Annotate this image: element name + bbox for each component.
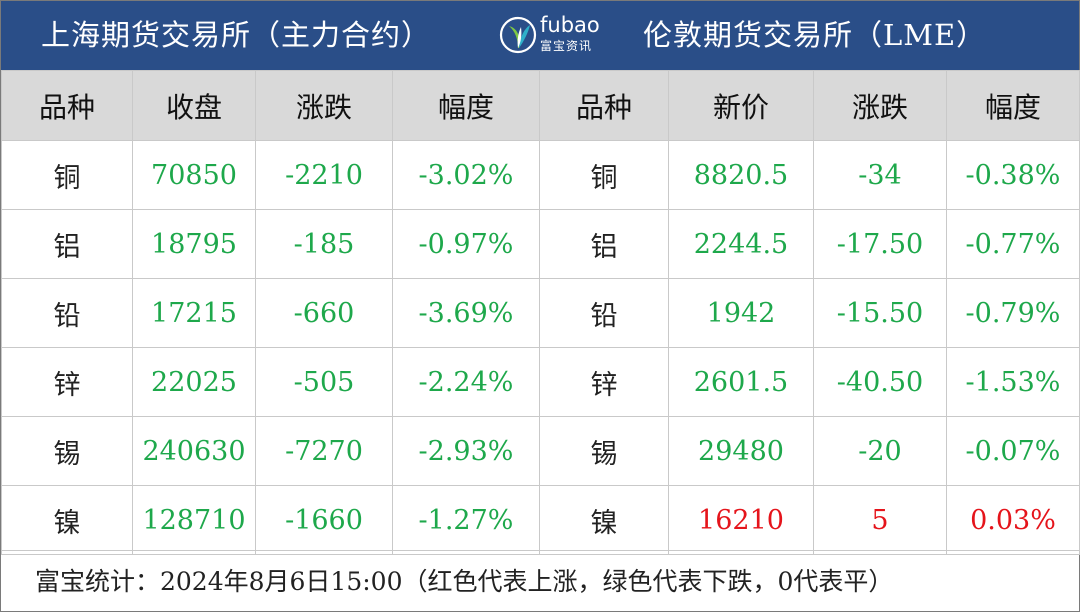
lme-variety: 锌 xyxy=(539,347,669,417)
lme-pct: -0.79% xyxy=(946,278,1080,348)
table-row: 铝 18795 -185 -0.97% 铝 2244.5 -17.50 -0.7… xyxy=(1,209,1080,279)
table-row: 铅 17215 -660 -3.69% 铅 1942 -15.50 -0.79% xyxy=(1,278,1080,348)
lme-variety: 铝 xyxy=(539,209,669,279)
lme-title: 伦敦期货交易所（LME） xyxy=(643,18,987,52)
lme-variety: 镍 xyxy=(539,485,669,555)
header-row: 品种 收盘 涨跌 幅度 品种 新价 涨跌 幅度 xyxy=(1,70,1080,141)
shfe-close: 22025 xyxy=(132,347,256,417)
shfe-pct: -1.27% xyxy=(392,485,540,555)
header-lme-change: 涨跌 xyxy=(813,70,947,141)
shfe-change: -2210 xyxy=(255,140,393,210)
lme-pct: -0.38% xyxy=(946,140,1080,210)
lme-variety: 铜 xyxy=(539,140,669,210)
shfe-change: -7270 xyxy=(255,416,393,486)
shfe-variety: 铅 xyxy=(1,278,133,348)
shfe-close: 17215 xyxy=(132,278,256,348)
header-shfe-variety: 品种 xyxy=(1,70,133,141)
title-banner: 上海期货交易所（主力合约） fubao 富宝资讯 伦敦期货交易所（LME） xyxy=(1,1,1079,70)
header-lme-price: 新价 xyxy=(668,70,814,141)
lme-change: -34 xyxy=(813,140,947,210)
logo-brand: fubao xyxy=(540,13,600,37)
fubao-logo: fubao 富宝资讯 xyxy=(498,13,608,57)
lme-pct: 0.03% xyxy=(946,485,1080,555)
lme-price: 2244.5 xyxy=(668,209,814,279)
lme-change: -15.50 xyxy=(813,278,947,348)
shfe-close: 70850 xyxy=(132,140,256,210)
shfe-pct: -3.02% xyxy=(392,140,540,210)
shfe-pct: -0.97% xyxy=(392,209,540,279)
table-row: 锌 22025 -505 -2.24% 锌 2601.5 -40.50 -1.5… xyxy=(1,347,1080,417)
lme-pct: -0.07% xyxy=(946,416,1080,486)
lme-variety: 铅 xyxy=(539,278,669,348)
logo-subtitle: 富宝资讯 xyxy=(540,39,593,53)
shfe-pct: -2.93% xyxy=(392,416,540,486)
shfe-variety: 锌 xyxy=(1,347,133,417)
shfe-close: 128710 xyxy=(132,485,256,555)
header-shfe-change: 涨跌 xyxy=(255,70,393,141)
shfe-change: -505 xyxy=(255,347,393,417)
lme-price: 8820.5 xyxy=(668,140,814,210)
lme-price: 2601.5 xyxy=(668,347,814,417)
header-shfe-close: 收盘 xyxy=(132,70,256,141)
leaf-logo-icon xyxy=(499,16,537,54)
lme-pct: -1.53% xyxy=(946,347,1080,417)
header-lme-pct: 幅度 xyxy=(946,70,1080,141)
lme-variety: 锡 xyxy=(539,416,669,486)
lme-price: 1942 xyxy=(668,278,814,348)
lme-pct: -0.77% xyxy=(946,209,1080,279)
shfe-change: -185 xyxy=(255,209,393,279)
footer-note: 富宝统计：2024年8月6日15:00（红色代表上涨，绿色代表下跌，0代表平） xyxy=(1,550,1079,611)
lme-price: 16210 xyxy=(668,485,814,555)
shfe-variety: 铝 xyxy=(1,209,133,279)
metals-price-table: 品种 收盘 涨跌 幅度 品种 新价 涨跌 幅度 铜 70850 -2210 -3… xyxy=(1,70,1080,555)
shfe-variety: 镍 xyxy=(1,485,133,555)
shfe-change: -1660 xyxy=(255,485,393,555)
lme-price: 29480 xyxy=(668,416,814,486)
table-row: 铜 70850 -2210 -3.02% 铜 8820.5 -34 -0.38% xyxy=(1,140,1080,210)
table-row: 锡 240630 -7270 -2.93% 锡 29480 -20 -0.07% xyxy=(1,416,1080,486)
lme-change: 5 xyxy=(813,485,947,555)
shfe-variety: 锡 xyxy=(1,416,133,486)
lme-change: -40.50 xyxy=(813,347,947,417)
shfe-pct: -3.69% xyxy=(392,278,540,348)
table-row: 镍 128710 -1660 -1.27% 镍 16210 5 0.03% xyxy=(1,485,1080,555)
shfe-pct: -2.24% xyxy=(392,347,540,417)
lme-change: -20 xyxy=(813,416,947,486)
shfe-close: 240630 xyxy=(132,416,256,486)
shfe-title: 上海期货交易所（主力合约） xyxy=(41,18,432,52)
header-lme-variety: 品种 xyxy=(539,70,669,141)
header-shfe-pct: 幅度 xyxy=(392,70,540,141)
lme-change: -17.50 xyxy=(813,209,947,279)
shfe-close: 18795 xyxy=(132,209,256,279)
shfe-variety: 铜 xyxy=(1,140,133,210)
shfe-change: -660 xyxy=(255,278,393,348)
